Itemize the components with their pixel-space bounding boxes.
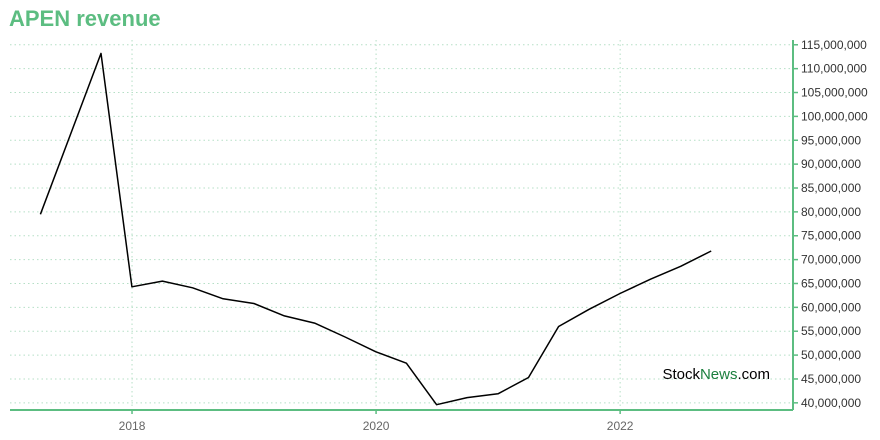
x-tick-label: 2022 xyxy=(607,419,634,433)
y-tick-label: 60,000,000 xyxy=(801,300,861,314)
series-layer xyxy=(39,52,712,406)
y-tick-label: 100,000,000 xyxy=(801,109,868,123)
data-point xyxy=(649,278,651,280)
y-tick-label: 80,000,000 xyxy=(801,205,861,219)
y-tick-label: 40,000,000 xyxy=(801,396,861,410)
grid-layer xyxy=(10,40,793,410)
y-tick-label: 115,000,000 xyxy=(801,38,867,52)
data-point xyxy=(436,404,438,406)
chart-title: APEN revenue xyxy=(9,6,161,31)
data-point xyxy=(405,362,407,364)
data-point xyxy=(100,52,102,54)
data-point xyxy=(527,377,529,379)
y-tick-label: 105,000,000 xyxy=(801,86,868,100)
revenue-line xyxy=(39,52,712,406)
y-tick-label: 50,000,000 xyxy=(801,348,861,362)
data-point xyxy=(588,308,590,310)
data-point xyxy=(161,280,163,282)
y-tick-label: 95,000,000 xyxy=(801,133,861,147)
axis-layer: 40,000,000 45,000,000 50,000,000 55,000,000… xyxy=(10,38,868,433)
data-point xyxy=(314,322,316,324)
data-point xyxy=(375,351,377,353)
y-tick-label: 75,000,000 xyxy=(801,229,861,243)
y-tick-label: 55,000,000 xyxy=(801,324,861,338)
data-point xyxy=(466,397,468,399)
data-point xyxy=(497,393,499,395)
data-point xyxy=(710,250,712,252)
watermark-news: News xyxy=(700,366,738,383)
x-tick-label: 2018 xyxy=(119,419,146,433)
y-tick-label: 110,000,000 xyxy=(801,62,867,76)
y-tick-label: 65,000,000 xyxy=(801,276,861,290)
data-point xyxy=(39,213,41,215)
y-tick-label: 90,000,000 xyxy=(801,157,861,171)
data-point xyxy=(344,336,346,338)
y-tick-label: 45,000,000 xyxy=(801,372,861,386)
watermark-dotcom: .com xyxy=(737,366,770,383)
data-point xyxy=(192,287,194,289)
watermark-stock: Stock xyxy=(662,366,700,383)
y-tick-label: 70,000,000 xyxy=(801,253,861,267)
data-point xyxy=(619,293,621,295)
data-point xyxy=(131,286,133,288)
data-point xyxy=(680,265,682,267)
data-point xyxy=(283,315,285,317)
x-tick-label: 2020 xyxy=(363,419,390,433)
data-point xyxy=(558,325,560,327)
y-tick-label: 85,000,000 xyxy=(801,181,861,195)
data-point xyxy=(222,298,224,300)
data-point xyxy=(253,303,255,305)
watermark: StockNews.com xyxy=(662,366,770,383)
